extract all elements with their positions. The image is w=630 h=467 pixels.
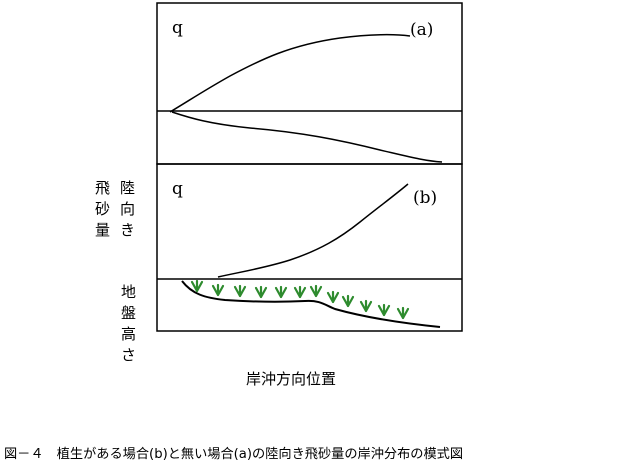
y-label-col1-char2: 砂: [95, 200, 110, 218]
y-label-col1-char1: 飛: [95, 179, 110, 197]
vegetation-tuft: [396, 306, 410, 320]
vegetation-tuft: [293, 285, 307, 299]
y-label-col2-char2: 向: [120, 200, 135, 218]
panel-a-upper-curve: [169, 33, 411, 113]
vegetation-tuft: [359, 299, 373, 313]
ground-label-char1: 地: [121, 283, 136, 301]
y-label-col2-char3: き: [120, 221, 135, 239]
panel-a-tag: (a): [410, 20, 433, 40]
figure-caption: 図－４ 植生がある場合(b)と無い場合(a)の陸向き飛砂量の岸沖分布の模式図: [4, 446, 463, 462]
panel-a-q-label: q: [172, 18, 183, 38]
panel-a-lower-curve: [171, 111, 443, 163]
x-axis-label: 岸沖方向位置: [246, 370, 336, 388]
ground-label-char4: さ: [121, 346, 136, 364]
ground-label-char2: 盤: [121, 304, 136, 322]
vegetation-tuft: [233, 284, 247, 298]
ground-label-char3: 高: [121, 325, 136, 343]
vegetation-tuft: [341, 294, 355, 308]
vegetation-tuft: [211, 283, 225, 297]
ground-profile-curve: [181, 280, 441, 328]
vegetation-tuft: [254, 285, 268, 299]
vegetation-tuft: [377, 303, 391, 317]
y-label-col1-char3: 量: [95, 221, 110, 239]
panel-b-flux-curve: [217, 183, 409, 278]
panel-b-tag: (b): [413, 188, 437, 208]
panel-b-q-label: q: [172, 179, 183, 199]
vegetation-tuft: [309, 284, 323, 298]
vegetation-tuft: [274, 285, 288, 299]
vegetation-tuft: [326, 290, 340, 304]
panel-b-frame: [156, 163, 463, 332]
vegetation-group: [190, 279, 410, 320]
y-label-col2-char1: 陸: [120, 179, 135, 197]
vegetation-tuft: [190, 279, 204, 293]
